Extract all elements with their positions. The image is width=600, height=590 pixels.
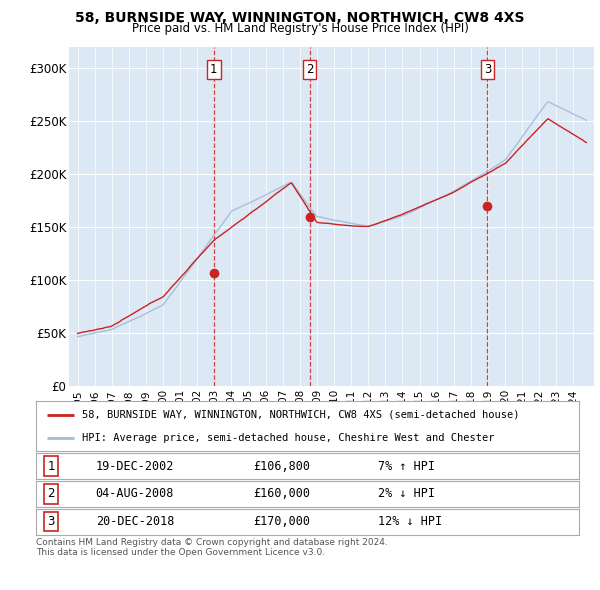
Text: Contains HM Land Registry data © Crown copyright and database right 2024.
This d: Contains HM Land Registry data © Crown c… <box>36 538 388 558</box>
Text: 58, BURNSIDE WAY, WINNINGTON, NORTHWICH, CW8 4XS: 58, BURNSIDE WAY, WINNINGTON, NORTHWICH,… <box>75 11 525 25</box>
Text: 2: 2 <box>47 487 55 500</box>
Text: 2% ↓ HPI: 2% ↓ HPI <box>378 487 435 500</box>
Text: 7% ↑ HPI: 7% ↑ HPI <box>378 460 435 473</box>
Text: HPI: Average price, semi-detached house, Cheshire West and Chester: HPI: Average price, semi-detached house,… <box>82 433 494 443</box>
Text: 19-DEC-2002: 19-DEC-2002 <box>96 460 174 473</box>
Text: 20-DEC-2018: 20-DEC-2018 <box>96 515 174 528</box>
Text: 3: 3 <box>484 63 491 76</box>
Text: 1: 1 <box>47 460 55 473</box>
Text: £160,000: £160,000 <box>253 487 310 500</box>
Text: 1: 1 <box>210 63 218 76</box>
Text: 58, BURNSIDE WAY, WINNINGTON, NORTHWICH, CW8 4XS (semi-detached house): 58, BURNSIDE WAY, WINNINGTON, NORTHWICH,… <box>82 409 520 419</box>
Text: £106,800: £106,800 <box>253 460 310 473</box>
Text: 04-AUG-2008: 04-AUG-2008 <box>96 487 174 500</box>
Text: 12% ↓ HPI: 12% ↓ HPI <box>378 515 442 528</box>
Text: £170,000: £170,000 <box>253 515 310 528</box>
Text: Price paid vs. HM Land Registry's House Price Index (HPI): Price paid vs. HM Land Registry's House … <box>131 22 469 35</box>
Text: 2: 2 <box>306 63 314 76</box>
Text: 3: 3 <box>47 515 55 528</box>
